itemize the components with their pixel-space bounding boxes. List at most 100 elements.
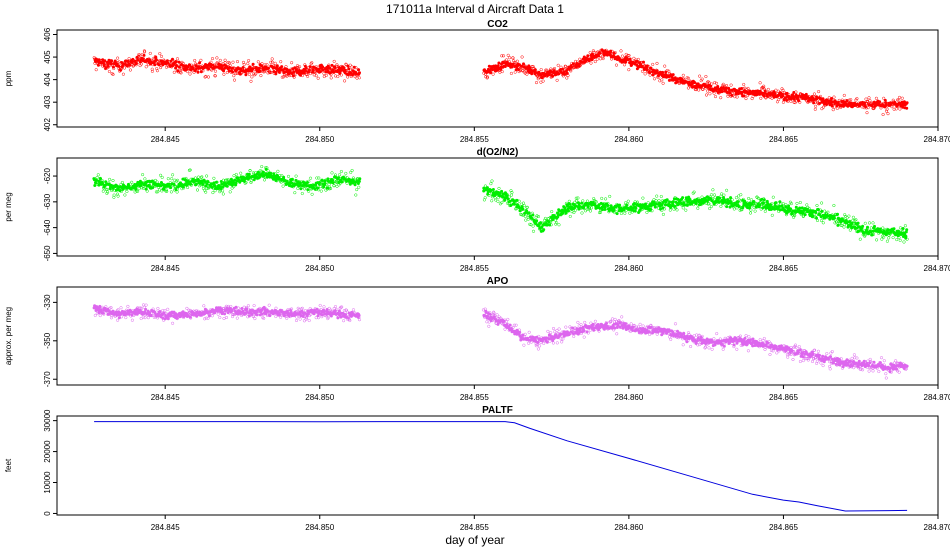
data-point-o2n2-203: [166, 177, 170, 181]
data-point-o2n2-615: [317, 188, 321, 192]
data-point-co2-1165: [640, 69, 645, 73]
data-point-apo-1078: [609, 319, 613, 323]
data-point-o2n2-354: [221, 192, 225, 196]
y-tick-label-o2n2-0: -650: [43, 245, 52, 262]
data-point-o2n2-1151: [635, 200, 639, 204]
data-point-o2n2-1726: [845, 216, 849, 220]
data-point-apo-204: [166, 317, 170, 321]
data-point-apo-894: [542, 341, 546, 345]
y-tick-label-apo-1: -350: [43, 332, 52, 349]
data-point-o2n2-909: [547, 220, 551, 224]
data-point-o2n2-1004: [582, 207, 586, 211]
data-point-co2-1806: [874, 96, 878, 100]
data-point-co2-1638: [813, 107, 817, 111]
data-point-co2-64: [116, 56, 120, 60]
data-point-o2n2-1033: [592, 198, 596, 202]
data-point-o2n2-983: [574, 196, 578, 200]
data-point-o2n2-1496: [761, 201, 765, 205]
data-point-co2-610: [314, 65, 318, 69]
data-point-co2-126: [138, 64, 142, 68]
data-point-co2-1870: [898, 107, 902, 111]
data-point-co2-1418: [733, 95, 737, 99]
data-point-co2-1834: [884, 109, 889, 113]
data-point-co2-1752: [855, 97, 859, 101]
data-point-co2-1691: [833, 105, 837, 109]
data-point-apo-140: [143, 316, 147, 320]
data-point-co2-1566: [787, 93, 791, 97]
data-point-co2-262: [188, 63, 192, 67]
data-point-o2n2-1119: [624, 209, 628, 213]
data-point-apo-462: [261, 316, 265, 320]
data-point-o2n2-1645: [815, 218, 820, 223]
data-point-o2n2-616: [317, 176, 321, 180]
y-tick-label-o2n2-3: -620: [43, 167, 52, 184]
data-point-o2n2-383: [232, 185, 236, 189]
data-point-o2n2-430: [249, 180, 253, 185]
data-point-apo-426: [247, 314, 251, 318]
data-point-o2n2-843: [523, 214, 527, 218]
data-point-o2n2-964: [567, 199, 571, 203]
data-point-o2n2-133: [141, 173, 145, 177]
data-point-co2-167: [153, 63, 157, 67]
data-point-o2n2-553: [294, 178, 298, 182]
data-point-apo-175: [156, 306, 160, 311]
data-point-co2-643: [327, 63, 331, 67]
data-point-co2-665: [335, 64, 339, 68]
data-point-co2-39: [106, 62, 110, 66]
y-tick-label-apo-2: -330: [43, 294, 52, 311]
data-point-apo-828: [518, 330, 522, 334]
data-point-o2n2-967: [568, 214, 572, 218]
data-point-co2-784: [501, 54, 506, 58]
data-point-apo-143: [144, 303, 148, 307]
data-point-co2-49: [110, 71, 114, 76]
data-point-co2-119: [136, 58, 140, 62]
data-layer-apo: [92, 303, 909, 380]
data-point-co2-678: [339, 73, 343, 77]
data-point-o2n2-550: [293, 191, 297, 195]
data-point-apo-480: [267, 303, 271, 307]
data-point-o2n2-1776: [863, 221, 867, 225]
data-point-co2-139: [143, 50, 147, 54]
data-point-apo-439: [252, 304, 256, 308]
data-point-o2n2-1806: [875, 238, 879, 242]
data-point-o2n2-1483: [756, 196, 761, 200]
data-point-co2-137: [142, 53, 146, 57]
y-tick-label-o2n2-1: -640: [43, 219, 52, 236]
data-point-co2-862: [530, 64, 534, 69]
data-point-co2-941: [559, 65, 563, 69]
data-point-co2-229: [175, 57, 180, 61]
data-point-o2n2-991: [577, 202, 581, 206]
data-point-o2n2-278: [193, 176, 198, 180]
data-point-o2n2-752: [490, 179, 494, 183]
data-point-o2n2-688: [343, 176, 347, 181]
data-point-o2n2-103: [130, 180, 134, 184]
data-point-co2-1048: [598, 53, 602, 58]
data-point-o2n2-1203: [654, 204, 658, 208]
data-point-apo-913: [549, 331, 553, 335]
data-point-co2-961: [566, 73, 570, 78]
data-point-co2-259: [186, 66, 190, 70]
data-point-o2n2-390: [234, 172, 238, 177]
data-point-co2-1193: [651, 62, 655, 66]
data-point-o2n2-1775: [863, 233, 867, 237]
data-point-apo-1090: [613, 317, 617, 321]
plot-frame-o2n2: [56, 157, 939, 257]
data-point-co2-58: [113, 59, 117, 63]
data-point-apo-105: [130, 318, 134, 322]
data-point-co2-443: [254, 72, 258, 76]
data-point-co2-215: [171, 57, 174, 61]
data-point-co2-1198: [652, 77, 657, 81]
data-point-co2-1394: [724, 86, 728, 90]
data-point-co2-1550: [781, 88, 785, 92]
data-point-o2n2-1838: [886, 228, 890, 232]
data-point-o2n2-518: [281, 184, 285, 188]
data-point-apo-465: [262, 316, 266, 320]
data-point-o2n2-1079: [609, 204, 613, 208]
data-point-co2-321: [209, 60, 213, 64]
data-point-o2n2-678: [339, 169, 343, 174]
data-point-o2n2-187: [160, 175, 164, 179]
data-point-o2n2-1225: [663, 207, 667, 211]
data-point-co2-276: [193, 58, 197, 63]
data-point-o2n2-79: [121, 187, 125, 191]
